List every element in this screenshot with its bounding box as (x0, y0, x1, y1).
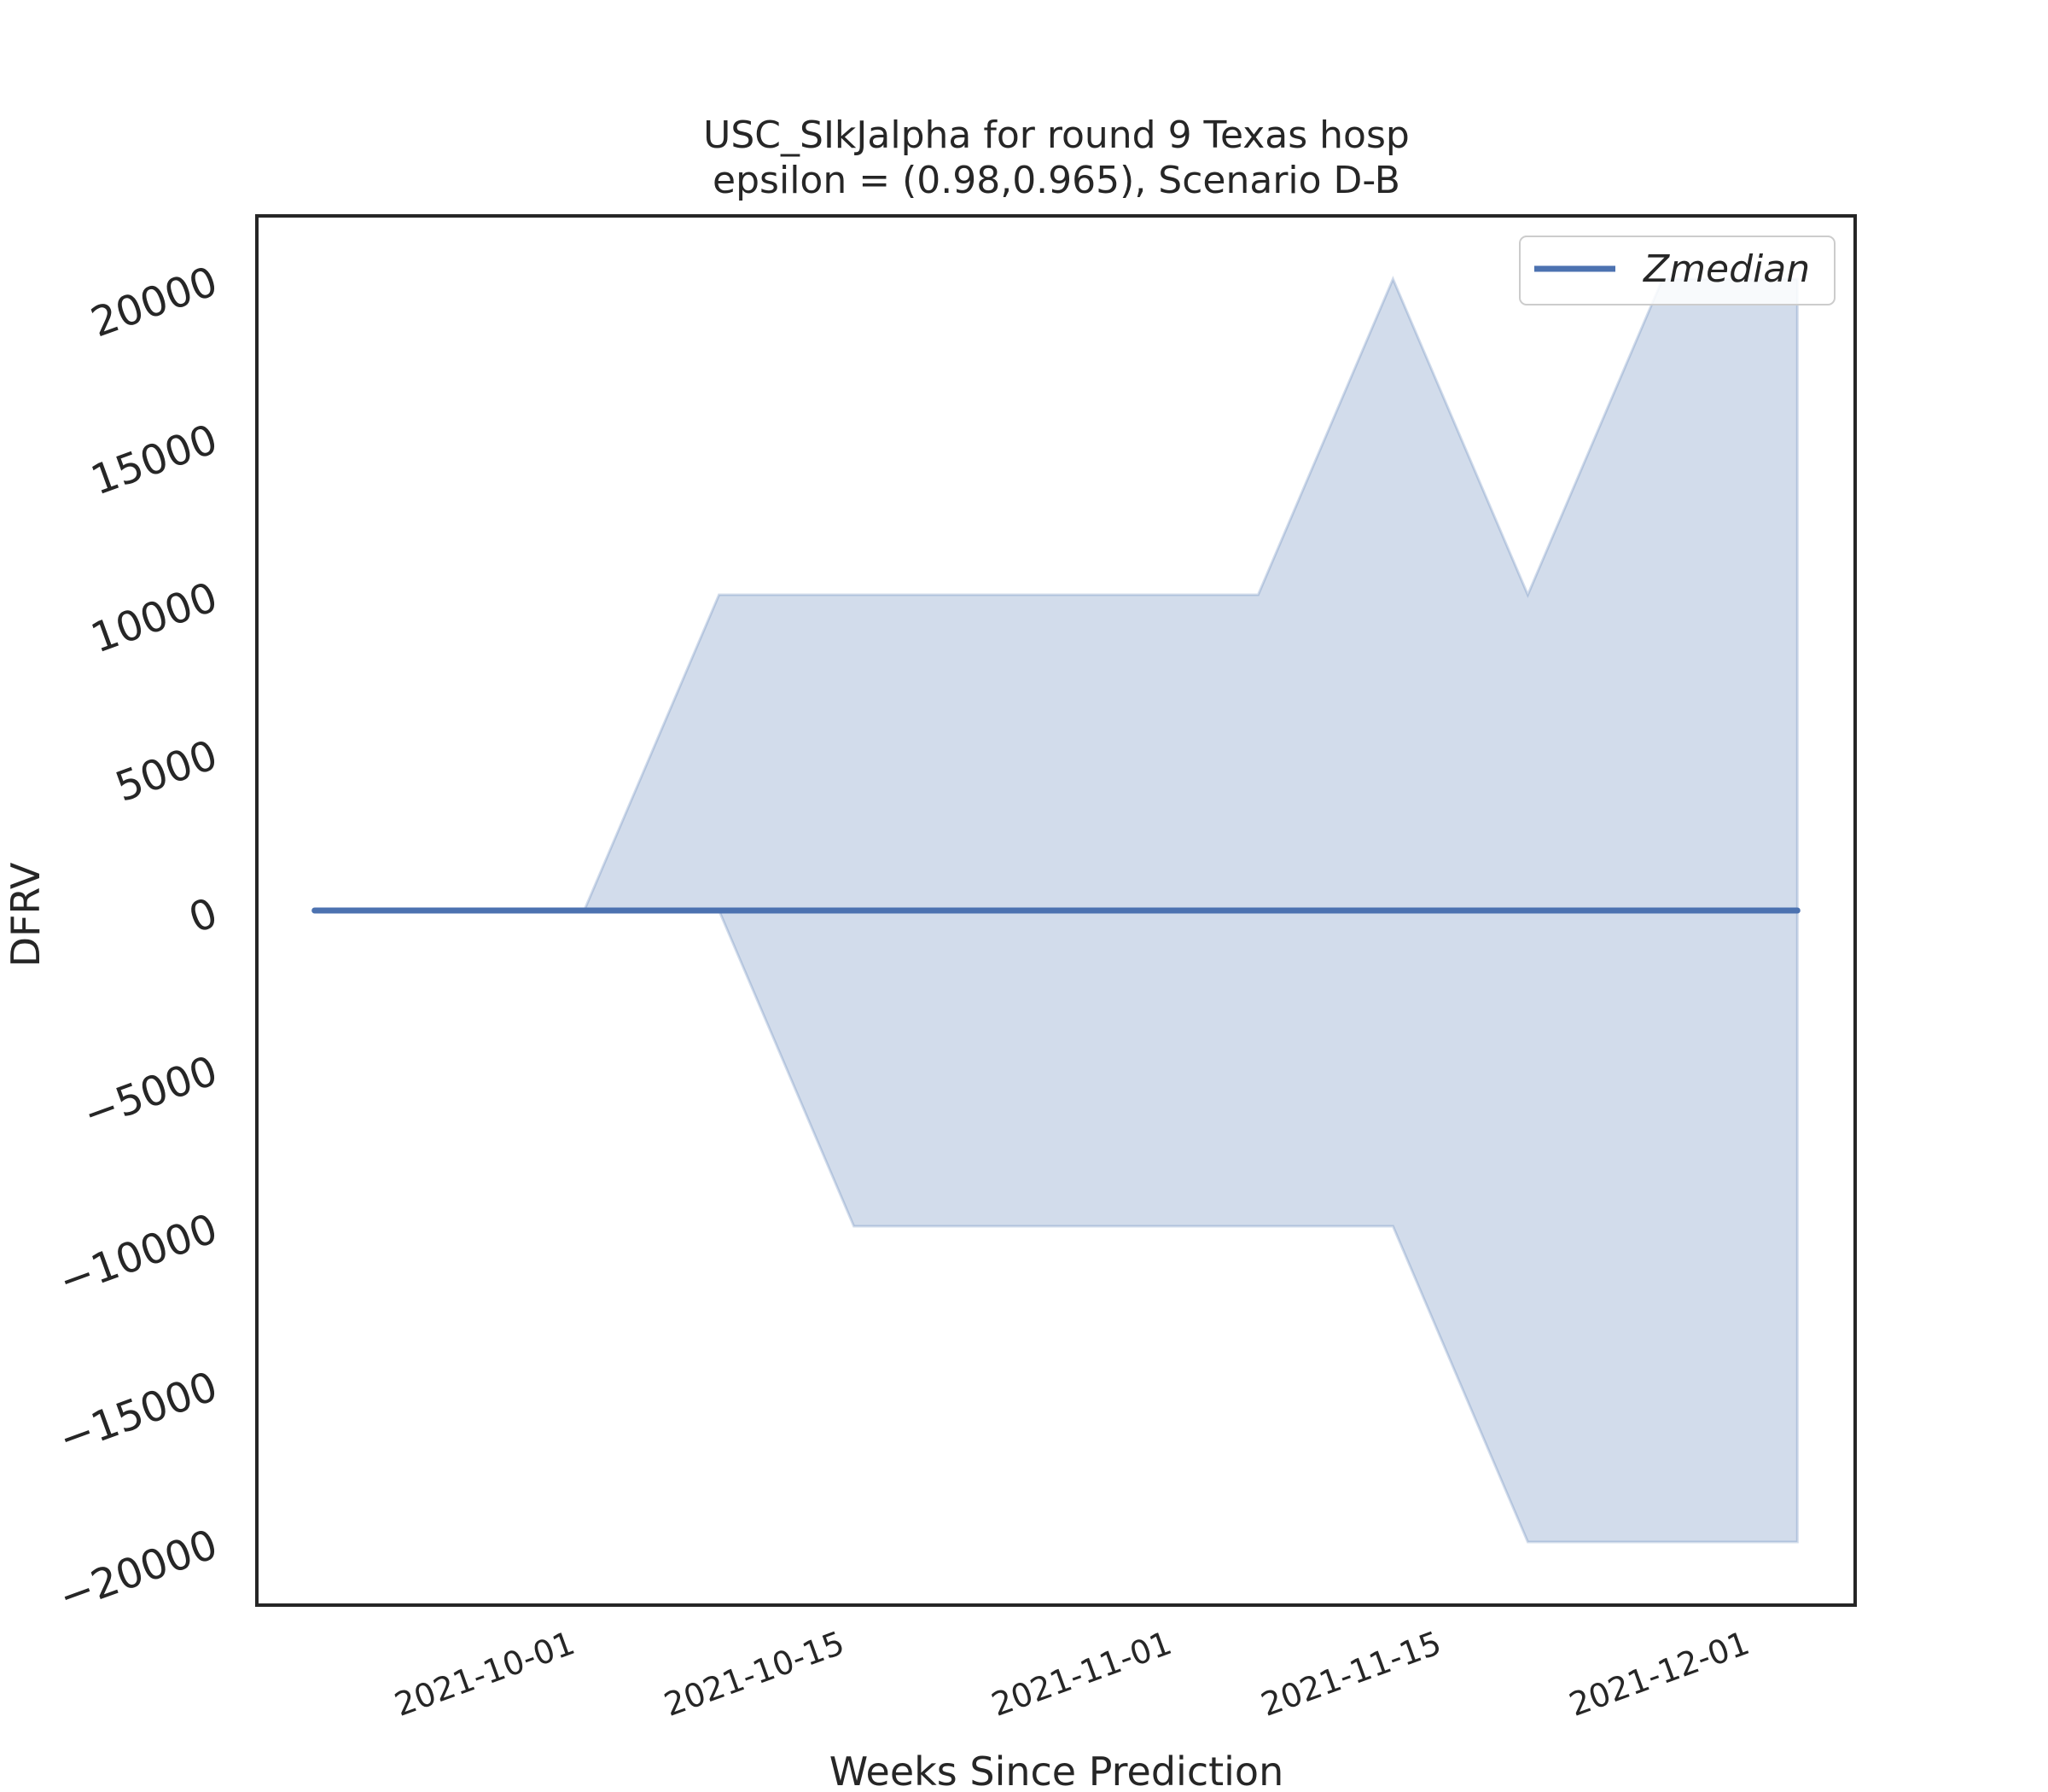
legend-box (1519, 236, 1836, 305)
plot-frame (255, 214, 1857, 1607)
chart-title-line-1: USC_SIkJalpha for round 9 Texas hosp (703, 113, 1410, 157)
chart-title-line-2: epsilon = (0.98,0.965), Scenario D-B (713, 159, 1400, 202)
x-axis-label: Weeks Since Prediction (829, 1748, 1283, 1792)
plot-area (311, 276, 1801, 1544)
legend-label-zmedian: Zmedian (1643, 247, 1810, 291)
legend[interactable]: Zmedian (1519, 236, 1836, 305)
y-axis-label: DFRV (3, 862, 49, 967)
